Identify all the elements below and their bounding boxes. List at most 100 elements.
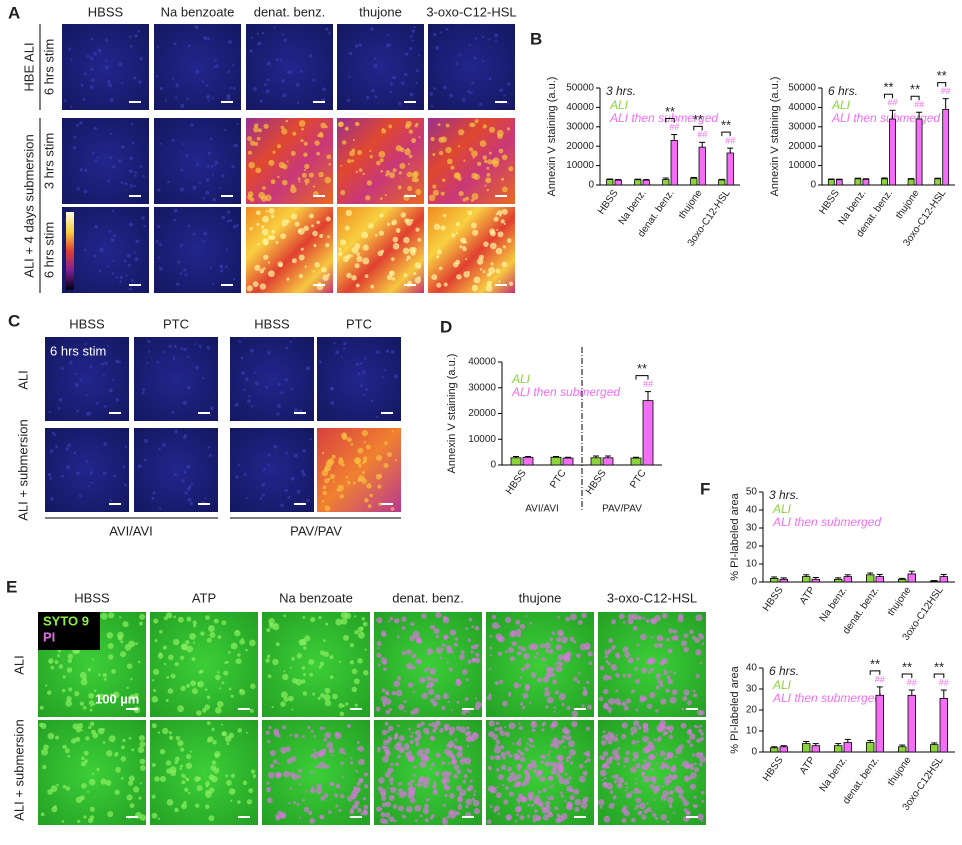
micrograph-speckle xyxy=(641,765,647,770)
micrograph-speckle xyxy=(431,762,436,767)
micrograph-speckle xyxy=(360,812,364,816)
micrograph-speckle xyxy=(200,631,205,636)
micrograph-speckle xyxy=(582,796,589,803)
micrograph-speckle xyxy=(391,219,398,226)
micrograph-speckle xyxy=(485,284,493,292)
comparison-bracket xyxy=(937,82,947,87)
micrograph-speckle xyxy=(609,790,614,794)
micrograph-speckle xyxy=(79,121,83,125)
micrograph-speckle xyxy=(319,815,324,819)
micrograph-speckle xyxy=(248,788,254,794)
micrograph-speckle xyxy=(656,678,660,681)
micrograph-speckle xyxy=(474,697,478,700)
micrograph-speckle xyxy=(392,804,398,809)
micrograph-speckle xyxy=(171,138,175,142)
micrograph-speckle xyxy=(88,700,95,706)
y-axis-label: Annexin V staining (a.u.) xyxy=(769,77,781,197)
micrograph-speckle xyxy=(411,665,416,670)
column-header: PTC xyxy=(346,316,372,331)
micrograph-speckle xyxy=(183,800,187,805)
micrograph-speckle xyxy=(553,736,558,742)
micrograph-speckle xyxy=(266,739,271,744)
micrograph-speckle xyxy=(281,179,288,186)
micrograph-speckle xyxy=(569,636,575,642)
micrograph-speckle xyxy=(83,815,87,819)
bar xyxy=(866,574,875,583)
x-tick-label: HBSS xyxy=(761,755,786,784)
micrograph-speckle xyxy=(583,642,591,650)
micrograph-speckle xyxy=(471,657,476,662)
micrograph-speckle xyxy=(633,787,640,794)
bar xyxy=(779,578,788,583)
micrograph-speckle xyxy=(518,738,522,741)
micrograph-speckle xyxy=(635,804,640,809)
micrograph-speckle xyxy=(176,282,180,286)
micrograph-speckle xyxy=(365,195,371,201)
micrograph-speckle xyxy=(516,650,522,656)
micrograph-speckle xyxy=(405,218,413,226)
micrograph-speckle xyxy=(363,804,369,810)
micrograph-speckle xyxy=(499,88,503,92)
micrograph-speckle xyxy=(650,618,656,624)
micrograph-speckle xyxy=(612,795,617,800)
column-header: Na benzoate xyxy=(161,4,235,19)
micrograph-speckle xyxy=(640,633,647,641)
micrograph-speckle xyxy=(284,488,288,493)
comparison-label: ** xyxy=(937,68,947,83)
micrograph-speckle xyxy=(562,778,570,786)
micrograph-speckle xyxy=(605,782,613,790)
x-tick-label: Na benz. xyxy=(818,755,850,794)
micrograph-speckle xyxy=(164,99,168,102)
micrograph-speckle xyxy=(211,727,215,732)
micrograph-speckle xyxy=(378,150,386,158)
micrograph-speckle xyxy=(409,46,413,51)
micrograph-speckle xyxy=(475,701,482,709)
micrograph-speckle xyxy=(544,800,551,807)
micrograph-speckle xyxy=(653,798,656,801)
micrograph-speckle xyxy=(112,259,115,262)
micrograph-speckle xyxy=(566,729,571,735)
micrograph-speckle xyxy=(268,270,275,278)
micrograph-speckle xyxy=(167,180,170,184)
micrograph-speckle xyxy=(196,710,202,716)
micrograph-speckle xyxy=(364,497,369,503)
micrograph-speckle xyxy=(576,680,581,684)
micrograph-speckle xyxy=(461,710,467,716)
micrograph-speckle xyxy=(267,674,272,679)
micrograph-speckle xyxy=(268,207,275,214)
micrograph-speckle xyxy=(608,711,612,714)
micrograph-speckle xyxy=(354,243,361,249)
micrograph-speckle xyxy=(666,751,673,758)
micrograph-speckle xyxy=(49,449,54,454)
micrograph-speckle xyxy=(395,227,401,233)
micrograph-speckle xyxy=(519,623,526,630)
micrograph-speckle xyxy=(126,686,129,690)
micrograph-speckle xyxy=(232,86,236,90)
micrograph-speckle xyxy=(445,123,450,128)
micrograph-speckle xyxy=(128,35,132,39)
micrograph-speckle xyxy=(599,806,603,809)
micrograph-speckle xyxy=(295,83,300,87)
micrograph-speckle xyxy=(637,810,643,816)
micrograph-speckle xyxy=(621,818,627,824)
micrograph-speckle xyxy=(583,752,587,756)
micrograph-speckle xyxy=(186,753,192,760)
micrograph-speckle xyxy=(621,722,628,729)
micrograph-speckle xyxy=(561,703,565,707)
comparison-label: ** xyxy=(883,80,893,95)
micrograph-speckle xyxy=(267,771,275,779)
micrograph-speckle xyxy=(127,263,131,268)
micrograph-speckle xyxy=(353,678,360,685)
micrograph-speckle xyxy=(181,773,186,778)
micrograph-speckle xyxy=(539,803,542,807)
micrograph-speckle xyxy=(448,811,453,816)
bar xyxy=(915,118,923,186)
bar xyxy=(642,179,650,186)
micrograph-speckle xyxy=(566,705,571,711)
micrograph-speckle xyxy=(232,224,237,229)
micrograph-speckle xyxy=(618,613,625,620)
micrograph-speckle xyxy=(128,736,132,740)
micrograph-speckle xyxy=(78,494,82,498)
micrograph-speckle xyxy=(227,70,231,74)
micrograph-speckle xyxy=(406,171,413,178)
